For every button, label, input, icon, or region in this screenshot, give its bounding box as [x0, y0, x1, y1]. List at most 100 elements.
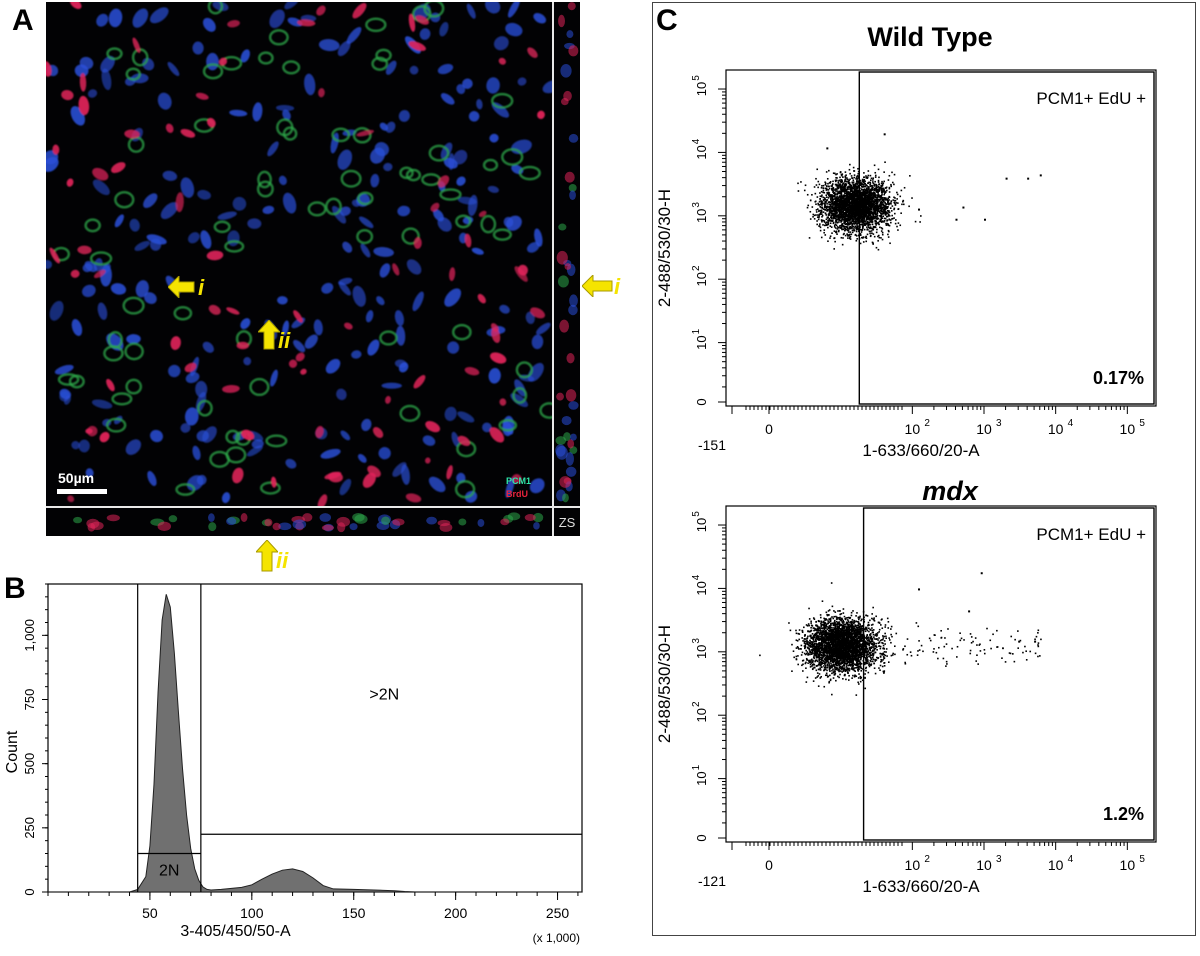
scatter-point: [847, 224, 850, 226]
scatter-point: [846, 192, 849, 194]
scatter-point: [872, 225, 875, 228]
scatter-point: [838, 211, 841, 214]
scatter-point: [863, 196, 866, 199]
scatter-point: [875, 186, 877, 189]
scatter-point: [855, 652, 857, 655]
scatter-point: [853, 619, 855, 622]
scatter-point: [860, 657, 862, 660]
scatter-point: [833, 198, 836, 200]
scatter-point: [807, 646, 809, 649]
scatter-point: [829, 679, 832, 682]
scatter-point: [875, 209, 878, 212]
scatter-point: [862, 202, 865, 205]
scatter-point: [836, 221, 839, 224]
scatter-point: [823, 191, 826, 194]
arrow-left-icon: [582, 275, 613, 297]
scatter-point: [887, 627, 890, 629]
scatter-point: [826, 217, 829, 219]
scatter-point: [792, 650, 795, 653]
scatter-point: [855, 204, 857, 206]
scatter-point: [853, 188, 856, 191]
scatter-point: [803, 638, 806, 640]
pcm1-mark: [331, 127, 351, 143]
scatter-point: [872, 191, 875, 194]
scatter-point: [821, 644, 823, 647]
scatter-point: [896, 198, 898, 200]
scatter-point: [844, 234, 847, 237]
scatter-point: [837, 181, 840, 184]
scatter-point: [842, 233, 845, 236]
side-view-mark: [566, 30, 574, 38]
scatter-point: [836, 195, 838, 198]
scatter-point: [869, 232, 871, 235]
scatter-point: [870, 647, 873, 649]
scatter-point: [866, 200, 869, 203]
nucleus-mark: [135, 280, 149, 298]
scatter-point: [832, 207, 834, 209]
scatter-point: [823, 220, 826, 222]
scatter-point: [856, 211, 858, 213]
scatter-point: [826, 191, 828, 194]
scatter-point: [879, 206, 882, 209]
scatter-point: [826, 653, 829, 655]
y-tick-exponent: 5: [691, 75, 702, 81]
scatter-point: [812, 213, 815, 216]
nucleus-mark: [101, 68, 112, 91]
scatter-point: [875, 196, 878, 199]
nucleus-mark: [444, 406, 457, 421]
scatter-point: [856, 225, 859, 228]
zs-corner-label: ZS: [554, 508, 580, 536]
scatter-point: [861, 216, 863, 219]
y-tick-label: 10: [694, 82, 709, 96]
scatter-point: [856, 195, 858, 198]
scatter-point: [873, 187, 876, 190]
scatter-point: [797, 190, 800, 192]
pcm1-mark: [515, 361, 534, 379]
scatter-point: [849, 218, 852, 221]
pcm1-mark: [539, 402, 552, 419]
scatter-point: [877, 235, 879, 238]
scatter-point: [866, 209, 869, 212]
scatter-point: [835, 214, 837, 216]
scatter-point: [875, 202, 878, 205]
brdu-mark: [46, 61, 52, 77]
scatter-point: [816, 168, 819, 171]
scatter-point: [818, 215, 820, 217]
scatter-point: [873, 183, 876, 186]
scatter-point: [845, 678, 847, 681]
nucleus-mark: [337, 149, 353, 170]
scatter-point: [867, 216, 870, 218]
scatter-point: [846, 233, 848, 235]
scatter-point: [888, 213, 890, 216]
y-tick-label: 0: [694, 398, 709, 405]
scatter-point: [837, 206, 840, 209]
scatter-point: [884, 202, 887, 205]
scatter-point: [850, 611, 853, 614]
scatter-point: [797, 647, 800, 649]
nucleus-mark: [270, 369, 278, 387]
scatter-point: [856, 238, 859, 240]
scatter-point: [876, 228, 878, 231]
scatter-point: [845, 178, 847, 181]
pcm1-mark: [125, 378, 143, 395]
scatter-point: [849, 209, 852, 212]
scatter-point: [825, 194, 828, 197]
scatter-point: [851, 200, 854, 202]
scatter-point: [852, 206, 855, 209]
brdu-mark: [372, 427, 384, 438]
nucleus-mark: [87, 89, 98, 98]
nucleus-mark: [284, 2, 300, 10]
nucleus-mark: [401, 464, 410, 485]
scatter-point: [851, 202, 854, 205]
pcm1-mark: [282, 60, 301, 75]
scatter-point: [854, 191, 857, 193]
scatter-point: [855, 204, 858, 207]
scatter-point: [857, 205, 860, 208]
scatter-point: [848, 234, 850, 237]
scatter-point: [849, 190, 852, 192]
bottom-view-mark: [292, 519, 307, 530]
scatter-point: [840, 189, 842, 191]
scatter-point: [880, 194, 883, 197]
pcm1-mark: [259, 481, 281, 495]
